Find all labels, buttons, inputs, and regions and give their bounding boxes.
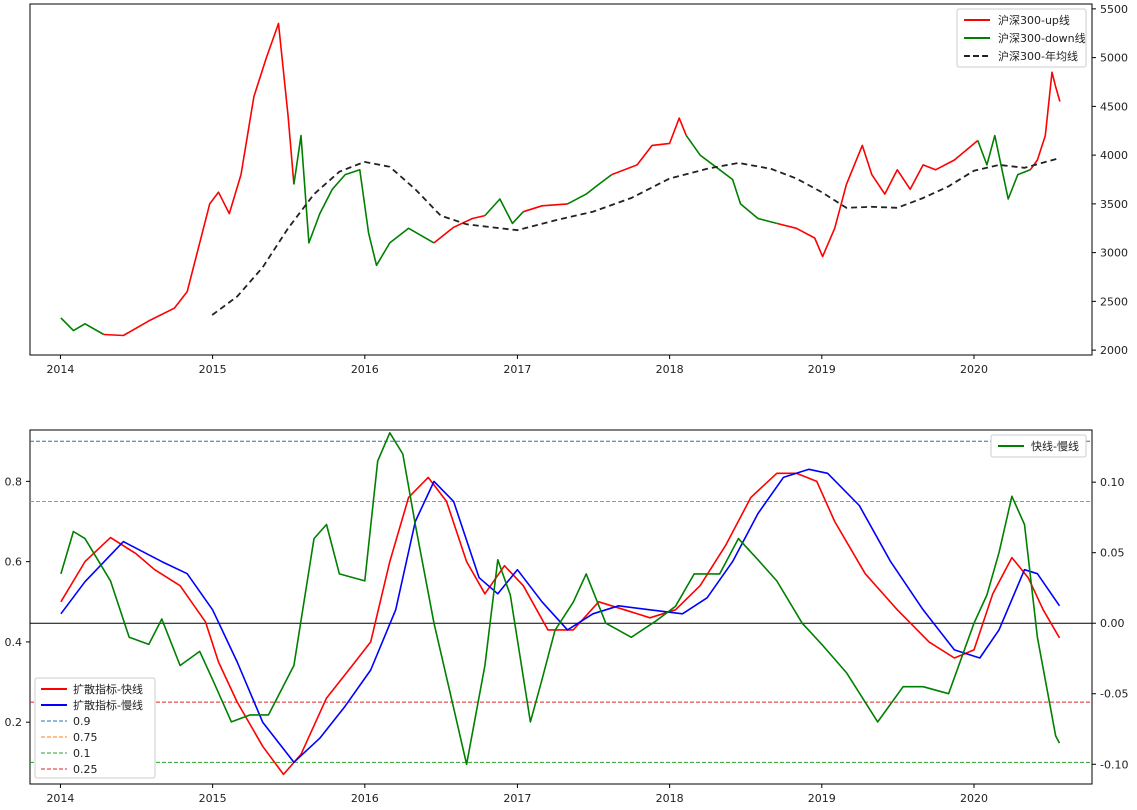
price-lines	[60, 22, 1061, 337]
diffusion-xtick-label-2019: 2019	[808, 792, 836, 805]
diffusion-chart: 2014 2015 2016 2017 2018 2019 2020 0.20.40.60.…	[5, 429, 1128, 805]
price-x-axis: 2014 2015 2016 2017 2018 2019 2020	[46, 355, 988, 376]
diffusion-left-ytick-label-0-4: 0.4	[5, 636, 23, 649]
diffusion-xtick-label-2020: 2020	[960, 792, 988, 805]
legend-label-slow: 扩散指标-慢线	[73, 698, 143, 712]
price-up-line-segment-3	[611, 117, 688, 176]
price-up-line-segment-0	[103, 22, 295, 337]
legend-label-diff: 快线-慢线	[1031, 439, 1079, 453]
price-ytick-label-3000: 3000	[1100, 247, 1128, 260]
price-xtick-label-2017: 2017	[503, 363, 531, 376]
diffusion-xtick-label-2018: 2018	[656, 792, 684, 805]
legend-label-up: 沪深300-up线	[998, 13, 1070, 27]
price-xtick-label-2020: 2020	[960, 363, 988, 376]
legend-label-down: 沪深300-down线	[998, 31, 1086, 45]
diffusion-right-ytick-label-0-10: 0.10	[1100, 476, 1125, 489]
diffusion-right-ytick-label-0-05: 0.05	[1100, 547, 1125, 560]
price-up-line-segment-5	[1029, 71, 1061, 171]
price-down-line-segment-0	[60, 317, 105, 336]
price-xtick-label-2014: 2014	[46, 363, 74, 376]
diffusion-left-ytick-label-0-2: 0.2	[5, 716, 23, 729]
price-ytick-label-5500: 5500	[1100, 3, 1128, 16]
price-down-line-segment-3	[567, 173, 613, 205]
diffusion-xtick-label-2015: 2015	[199, 792, 227, 805]
price-up-line-segment-4	[776, 139, 979, 258]
legend-label-avg: 沪深300-年均线	[998, 49, 1078, 63]
legend-label-0.9: 0.9	[73, 715, 91, 728]
diffusion-lines	[60, 432, 1061, 776]
price-xtick-label-2016: 2016	[351, 363, 379, 376]
diffusion-plot-area	[29, 429, 1093, 785]
price-up-line-segment-1	[433, 214, 486, 244]
price-y-axis-right: 2000 2500 3000 3500 4000 4500 5000 5500	[1092, 3, 1128, 357]
price-down-line-segment-1	[293, 134, 435, 267]
price-legend-box	[956, 8, 1087, 68]
diffusion-left-ytick-label-0-8: 0.8	[5, 475, 23, 488]
legend-label-fast: 扩散指标-快线	[73, 682, 143, 696]
price-xtick-label-2015: 2015	[199, 363, 227, 376]
price-ytick-label-2500: 2500	[1100, 295, 1128, 308]
price-ytick-label-3500: 3500	[1100, 198, 1128, 211]
diffusion-fast-line	[60, 472, 1061, 776]
price-ytick-label-4500: 4500	[1100, 100, 1128, 113]
price-down-line-segment-2	[484, 198, 524, 225]
price-ytick-label-4000: 4000	[1100, 149, 1128, 162]
diffusion-legend-left: 扩散指标-快线 扩散指标-慢线 0.9 0.75 0.1 0.25	[34, 677, 156, 779]
diffusion-xtick-label-2016: 2016	[351, 792, 379, 805]
diffusion-right-ytick-label-0-05: -0.05	[1100, 688, 1128, 701]
diffusion-y-axis-right: -0.10 -0.05 0.00 0.05 0.10	[1092, 476, 1128, 771]
price-ytick-label-2000: 2000	[1100, 344, 1128, 357]
price-down-line-segment-4	[685, 135, 778, 225]
price-xtick-label-2019: 2019	[808, 363, 836, 376]
diffusion-xtick-label-2017: 2017	[503, 792, 531, 805]
price-plot-area	[29, 3, 1093, 356]
diffusion-right-ytick-label-0-10: -0.10	[1100, 758, 1128, 771]
legend-label-0.75: 0.75	[73, 731, 98, 744]
price-up-line-segment-2	[523, 203, 568, 213]
price-xtick-label-2018: 2018	[656, 363, 684, 376]
diffusion-legend-right: 快线-慢线	[990, 434, 1087, 458]
diffusion-x-axis: 2014 2015 2016 2017 2018 2019 2020	[46, 784, 988, 805]
price-ytick-label-5000: 5000	[1100, 52, 1128, 65]
diffusion-xtick-label-2014: 2014	[46, 792, 74, 805]
legend-label-0.1: 0.1	[73, 747, 91, 760]
diffusion-diff-line	[60, 432, 1061, 766]
diffusion-y-axis-left: 0.2 0.4 0.6 0.8	[5, 475, 30, 729]
reference-lines	[30, 440, 1092, 763]
price-down-line-segment-5	[977, 134, 1031, 200]
diffusion-right-ytick-label-0-00: 0.00	[1100, 617, 1125, 630]
diffusion-legend-right-box	[990, 434, 1087, 458]
price-avg-line	[211, 157, 1060, 316]
diffusion-left-ytick-label-0-6: 0.6	[5, 556, 23, 569]
diffusion-slow-line	[60, 468, 1061, 764]
price-legend: 沪深300-up线 沪深300-down线 沪深300-年均线	[956, 8, 1087, 68]
legend-label-0.25: 0.25	[73, 763, 98, 776]
price-chart: 2014 2015 2016 2017 2018 2019 2020 2000 2500 300…	[29, 3, 1128, 376]
